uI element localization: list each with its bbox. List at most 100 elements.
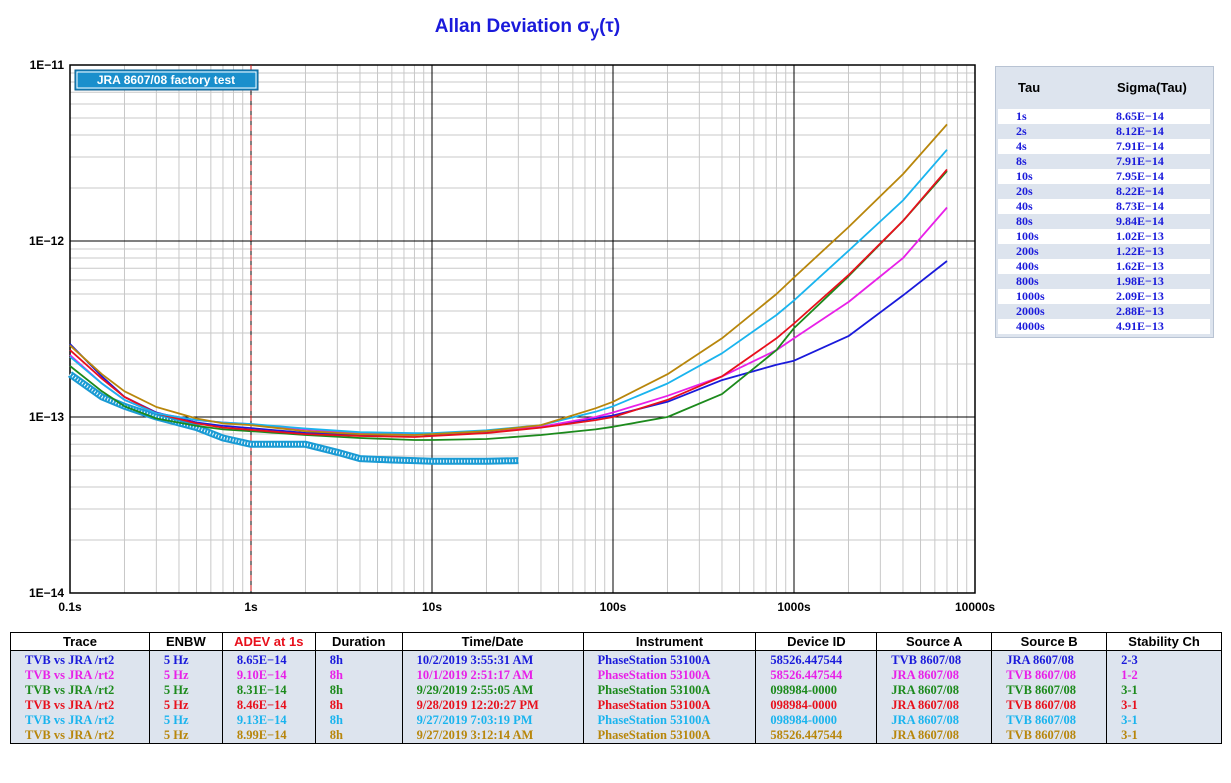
y-tick-label: 1E−11 — [30, 58, 65, 72]
sigma-table-row: 20s 8.22E−14 — [998, 184, 1210, 199]
trace-table-cell: TVB vs JRA /rt2 — [10, 713, 150, 728]
trace-table-cell: 3-1 — [1106, 713, 1222, 728]
trace-table-cell: 098984-0000 — [755, 698, 878, 713]
sigma-table-row: 2000s 2.88E−13 — [998, 304, 1210, 319]
sigma-table-tau: 8s — [1016, 154, 1027, 168]
sigma-table-value: 8.73E−14 — [1116, 199, 1164, 213]
sigma-table-tau: 2s — [1016, 124, 1027, 138]
sigma-table-row: 80s 9.84E−14 — [998, 214, 1210, 229]
trace-table-cell: PhaseStation 53100A — [582, 668, 757, 683]
trace-table-cell: PhaseStation 53100A — [582, 728, 757, 744]
trace-table-cell: 8h — [314, 713, 403, 728]
trace-table-cell: 5 Hz — [148, 713, 223, 728]
trace-table-cell: 10/1/2019 2:51:17 AM — [401, 668, 584, 683]
trace-table-cell: TVB 8607/08 — [991, 698, 1108, 713]
sigma-table-row: 4000s 4.91E−13 — [998, 319, 1210, 334]
trace-table-cell: 58526.447544 — [755, 650, 878, 668]
trace-table-cell: TVB vs JRA /rt2 — [10, 728, 150, 744]
trace-table-cell: TVB vs JRA /rt2 — [10, 698, 150, 713]
trace-table-cell: TVB 8607/08 — [991, 713, 1108, 728]
plot-frame — [69, 64, 976, 594]
x-tick-label: 10000s — [955, 600, 995, 614]
trace-table-cell: TVB 8607/08 — [876, 650, 993, 668]
trace-table-header-cell: Time/Date — [401, 632, 584, 651]
trace-table-cell: 58526.447544 — [755, 728, 878, 744]
trace-table-cell: TVB 8607/08 — [991, 683, 1108, 698]
sigma-table-value: 9.84E−14 — [1116, 214, 1164, 228]
trace-table-cell: JRA 8607/08 — [876, 698, 993, 713]
sigma-table-tau: 80s — [1016, 214, 1033, 228]
trace-table-cell: TVB 8607/08 — [991, 668, 1108, 683]
sigma-table-value: 1.62E−13 — [1116, 259, 1164, 273]
trace-table-header-cell: Device ID — [755, 632, 878, 651]
sigma-table-tau: 10s — [1016, 169, 1033, 183]
chart-title-main: Allan Deviation σ — [434, 16, 591, 37]
trace-table-cell: 5 Hz — [148, 728, 223, 744]
sigma-table-row: 400s 1.62E−13 — [998, 259, 1210, 274]
sigma-table-row: 10s 7.95E−14 — [998, 169, 1210, 184]
y-tick-label: 1E−13 — [29, 410, 64, 424]
trace-table-cell: 3-1 — [1106, 683, 1222, 698]
sigma-table-value: 2.88E−13 — [1116, 304, 1164, 318]
x-tick-label: 100s — [600, 600, 627, 614]
trace-table-cell: 2-3 — [1106, 650, 1222, 668]
sigma-table-value: 8.22E−14 — [1116, 184, 1164, 198]
series-line-4 — [69, 168, 948, 438]
trace-table-row: TVB vs JRA /rt2 5 Hz 8.46E−14 8h 9/28/2019 1… — [10, 698, 1222, 713]
trace-table-cell: 9/29/2019 2:55:05 AM — [401, 683, 584, 698]
trace-table-cell: 1-2 — [1106, 668, 1222, 683]
trace-table-cell: 5 Hz — [148, 668, 223, 683]
series-line-3 — [69, 170, 948, 441]
legend-box — [74, 69, 259, 91]
trace-table-cell: 8h — [314, 668, 403, 683]
sigma-table-header-tau: Tau — [1018, 80, 1041, 95]
trace-table-cell: PhaseStation 53100A — [582, 650, 757, 668]
sigma-table-value: 1.22E−13 — [1116, 244, 1164, 258]
trace-table-cell: TVB vs JRA /rt2 — [10, 668, 150, 683]
trace-table-header-cell: Stability Ch — [1106, 632, 1222, 651]
chart-title-subscript: y — [590, 23, 600, 41]
trace-table-cell: 5 Hz — [148, 698, 223, 713]
plot-area — [70, 65, 975, 593]
trace-table-cell: 5 Hz — [148, 650, 223, 668]
trace-table-cell: 9/27/2019 3:12:14 AM — [401, 728, 584, 744]
trace-table-cell: 5 Hz — [148, 683, 223, 698]
trace-table-header-cell: Duration — [314, 632, 403, 651]
sigma-table-tau: 100s — [1016, 229, 1039, 243]
trace-table-cell: 9/27/2019 7:03:19 PM — [401, 713, 584, 728]
y-tick-label: 1E−14 — [29, 586, 64, 600]
sigma-table-tau: 2000s — [1016, 304, 1045, 318]
x-tick-label: 1000s — [777, 600, 811, 614]
trace-table-cell: TVB 8607/08 — [991, 728, 1108, 744]
sigma-table-value: 1.98E−13 — [1116, 274, 1164, 288]
sigma-table-tau: 400s — [1016, 259, 1039, 273]
trace-table-cell: 8h — [314, 683, 403, 698]
allan-deviation-chart: 0.1s 1s 10s 100s 1000s 10000s 1E−14 1E−13 1E−12 1… — [29, 58, 995, 614]
sigma-table-row: 100s 1.02E−13 — [998, 229, 1210, 244]
x-tick-label: 0.1s — [58, 600, 82, 614]
trace-table-row: TVB vs JRA /rt2 5 Hz 9.10E−14 8h 10/1/2019 2… — [10, 668, 1222, 683]
sigma-table-header-sigma: Sigma(Tau) — [1117, 80, 1187, 95]
sigma-table-value: 7.95E−14 — [1116, 169, 1164, 183]
trace-table-cell: JRA 8607/08 — [876, 728, 993, 744]
sigma-table-value: 7.91E−14 — [1116, 139, 1164, 153]
chart-title-tail: (τ) — [599, 16, 621, 37]
trace-table-cell: 8.65E−14 — [221, 650, 316, 668]
trace-table-cell: TVB vs JRA /rt2 — [10, 683, 150, 698]
trace-table-cell: TVB vs JRA /rt2 — [10, 650, 150, 668]
trace-table-cell: 8.31E−14 — [221, 683, 316, 698]
trace-table-cell: PhaseStation 53100A — [582, 683, 757, 698]
series-line-6 — [69, 123, 948, 436]
sigma-table-row: 4s 7.91E−14 — [998, 139, 1210, 154]
trace-table-cell: JRA 8607/08 — [876, 683, 993, 698]
sigma-table-row: 8s 7.91E−14 — [998, 154, 1210, 169]
sigma-table-row: 1000s 2.09E−13 — [998, 289, 1210, 304]
sigma-table-value: 2.09E−13 — [1116, 289, 1164, 303]
sigma-table-tau: 4000s — [1016, 319, 1045, 333]
trace-table-cell: PhaseStation 53100A — [582, 698, 757, 713]
sigma-table-value: 8.65E−14 — [1116, 109, 1164, 123]
legend-box-inner — [76, 71, 257, 89]
trace-table-cell: 098984-0000 — [755, 683, 878, 698]
sigma-table-value: 8.12E−14 — [1116, 124, 1164, 138]
trace-table-cell: 8h — [314, 728, 403, 744]
